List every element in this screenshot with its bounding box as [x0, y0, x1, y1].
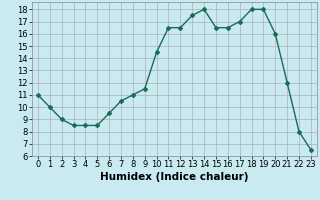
- X-axis label: Humidex (Indice chaleur): Humidex (Indice chaleur): [100, 172, 249, 182]
